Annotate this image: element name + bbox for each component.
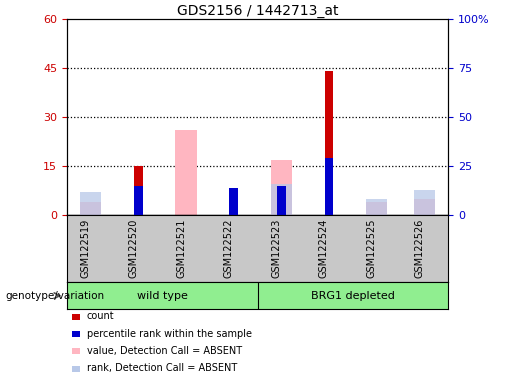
Bar [134, 186, 143, 215]
Bar [134, 166, 143, 215]
Bar [414, 190, 435, 215]
Text: GSM122525: GSM122525 [367, 218, 376, 278]
Text: GSM122523: GSM122523 [271, 218, 281, 278]
Text: value, Detection Call = ABSENT: value, Detection Call = ABSENT [87, 346, 242, 356]
Bar [229, 189, 238, 215]
Bar [277, 186, 286, 215]
Title: GDS2156 / 1442713_at: GDS2156 / 1442713_at [177, 4, 338, 18]
Text: percentile rank within the sample: percentile rank within the sample [87, 329, 251, 339]
Bar [414, 199, 435, 215]
Text: genotype/variation: genotype/variation [5, 291, 104, 301]
Bar [366, 202, 387, 215]
Bar [324, 71, 333, 215]
Bar [270, 184, 292, 215]
Text: count: count [87, 311, 114, 321]
Text: GSM122520: GSM122520 [128, 218, 139, 278]
Bar [324, 158, 333, 215]
Text: GSM122521: GSM122521 [176, 218, 186, 278]
Bar [80, 192, 101, 215]
Bar [229, 188, 238, 215]
Bar [175, 130, 197, 215]
Text: GSM122522: GSM122522 [224, 218, 234, 278]
Text: BRG1 depleted: BRG1 depleted [311, 291, 394, 301]
Text: GSM122526: GSM122526 [414, 218, 424, 278]
Bar [366, 199, 387, 215]
Text: rank, Detection Call = ABSENT: rank, Detection Call = ABSENT [87, 363, 237, 373]
Text: wild type: wild type [137, 291, 187, 301]
Bar [80, 202, 101, 215]
Bar [270, 160, 292, 215]
Text: GSM122524: GSM122524 [319, 218, 329, 278]
Text: GSM122519: GSM122519 [81, 218, 91, 278]
